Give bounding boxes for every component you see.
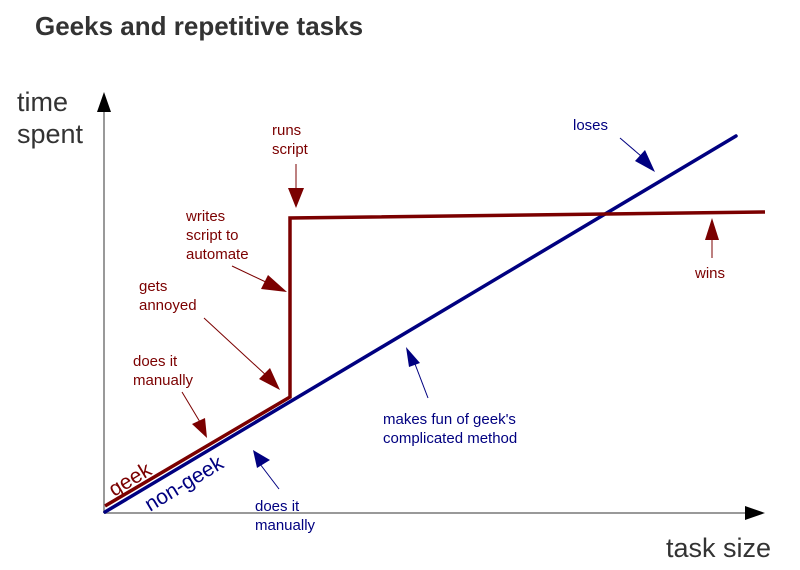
arrow-icon: [635, 150, 655, 172]
svg-text:wins: wins: [694, 265, 725, 282]
series-line-geek: [104, 210, 766, 508]
arrow-down-icon: [288, 188, 304, 208]
x-axis-arrow-icon: [745, 506, 765, 520]
y-axis-arrow-icon: [97, 92, 111, 112]
svg-text:manually: manually: [133, 372, 194, 389]
svg-text:gets: gets: [139, 278, 167, 295]
y-axis-label-line2: spent: [17, 119, 84, 149]
x-axis-label: task size: [666, 533, 771, 563]
svg-text:script to: script to: [186, 227, 239, 244]
svg-text:automate: automate: [186, 246, 249, 263]
annotation-loses: loses: [573, 117, 655, 172]
chart-title: Geeks and repetitive tasks: [35, 11, 363, 41]
svg-text:does it: does it: [255, 498, 300, 515]
annotation-wins: wins: [694, 218, 725, 282]
y-axis: time spent: [17, 87, 111, 513]
arrow-icon: [261, 275, 287, 292]
svg-text:writes: writes: [185, 208, 225, 225]
svg-text:does it: does it: [133, 353, 178, 370]
arrow-icon: [253, 450, 270, 468]
arrow-icon: [259, 368, 280, 390]
svg-text:loses: loses: [573, 117, 608, 134]
annotation-geek-does-it-manually: does it manually: [133, 353, 207, 438]
y-axis-label-line1: time: [17, 87, 68, 117]
arrow-up-icon: [705, 218, 719, 240]
svg-text:manually: manually: [255, 517, 316, 534]
arrow-icon: [406, 347, 420, 367]
annotation-non-geek-does-it-manually: does it manually: [253, 450, 316, 534]
svg-text:annoyed: annoyed: [139, 297, 197, 314]
x-axis: task size: [104, 506, 771, 563]
series-line-non-geek: [103, 134, 738, 514]
svg-text:complicated method: complicated method: [383, 430, 517, 447]
arrow-icon: [192, 418, 207, 438]
annotation-runs-script: runs script: [272, 122, 309, 208]
annotation-makes-fun: makes fun of geek's complicated method: [383, 347, 517, 447]
svg-text:runs: runs: [272, 122, 301, 139]
annotation-gets-annoyed: gets annoyed: [139, 278, 280, 390]
svg-text:makes fun of geek's: makes fun of geek's: [383, 411, 516, 428]
svg-text:script: script: [272, 141, 309, 158]
annotation-writes-script: writes script to automate: [185, 208, 287, 292]
